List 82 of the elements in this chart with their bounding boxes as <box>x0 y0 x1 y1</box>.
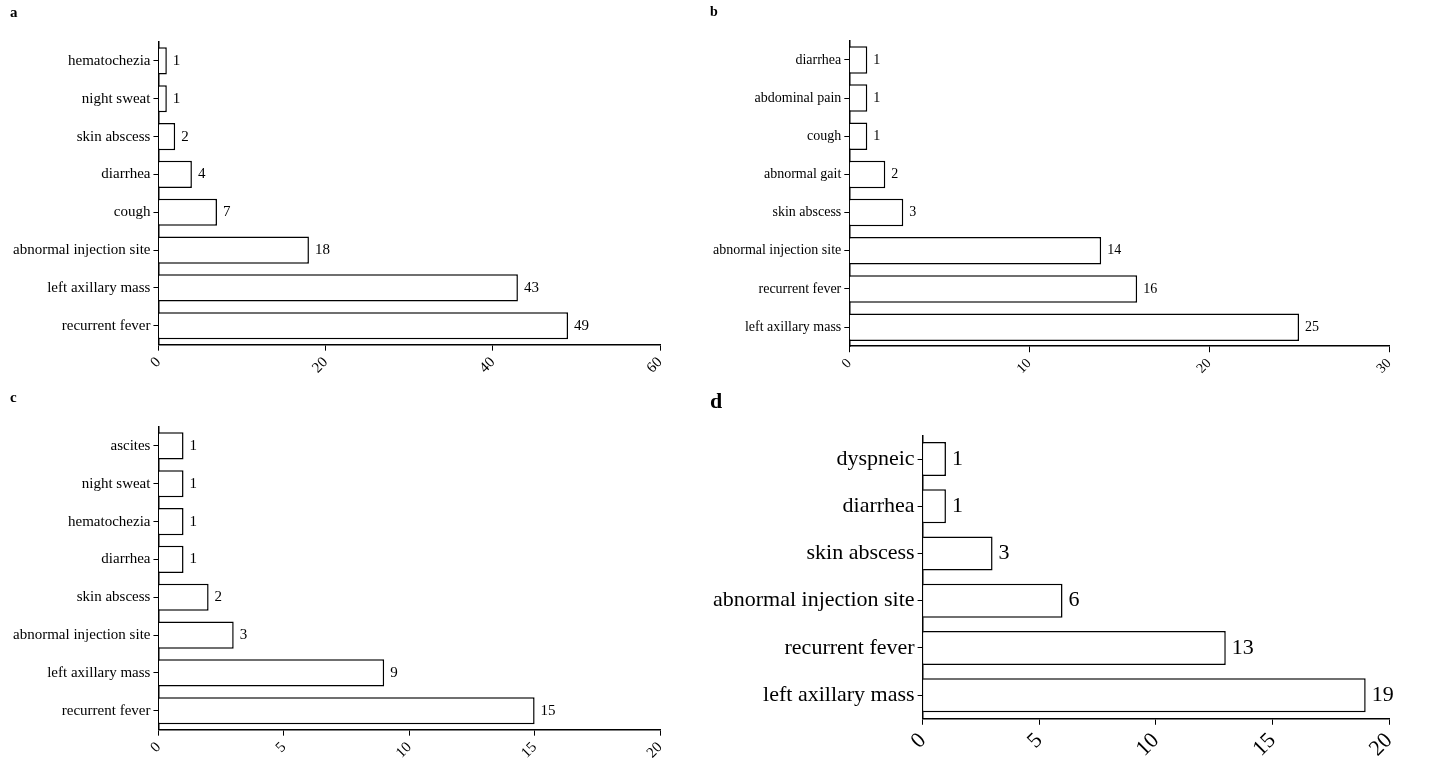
x-tick-label: 5 <box>272 738 289 756</box>
data-label: 1 <box>951 444 963 470</box>
data-label: 1 <box>873 127 881 143</box>
x-tick-label: 15 <box>517 738 540 761</box>
x-tick-label: 20 <box>642 738 665 761</box>
data-label: 14 <box>1107 242 1122 258</box>
y-tick-label: abnormal injection site <box>713 586 915 612</box>
data-label: 49 <box>574 316 590 333</box>
data-label: 2 <box>181 127 189 144</box>
data-label: 6 <box>1068 586 1080 612</box>
text: d <box>710 387 723 413</box>
x-tick-label: 60 <box>642 353 665 376</box>
data-label: 15 <box>540 701 556 718</box>
data-label: 3 <box>909 204 917 220</box>
y-tick-label: diarrhea <box>101 165 151 182</box>
y-tick-label: skin abscess <box>806 539 915 565</box>
y-tick-label: cough <box>113 203 151 220</box>
y-tick-label: diarrhea <box>795 51 843 67</box>
y-tick-label: recurrent fever <box>758 280 842 296</box>
data-label: 1 <box>189 550 198 567</box>
x-tick-label: 10 <box>1013 355 1034 376</box>
y-tick-label: hematochezia <box>68 512 151 529</box>
y-tick-label: diarrhea <box>101 550 151 567</box>
y-tick-label: hematochezia <box>68 51 151 68</box>
data-label: 18 <box>314 241 330 258</box>
y-tick-label: left axillary mass <box>744 318 842 334</box>
data-label: 1 <box>189 474 198 491</box>
y-tick-label: cough <box>807 127 842 143</box>
data-label: 3 <box>239 626 248 643</box>
x-tick-label: 10 <box>392 738 415 761</box>
data-label: 4 <box>197 165 206 182</box>
y-tick-label: ascites <box>110 436 151 453</box>
text: b <box>710 4 718 20</box>
y-tick-label: night sweat <box>81 89 152 106</box>
x-tick-label: 40 <box>475 353 498 376</box>
text: a <box>10 3 18 20</box>
data-label: 1 <box>189 512 198 529</box>
x-tick-label: 20 <box>308 353 331 376</box>
y-tick-label: abnormal injection site <box>713 242 842 258</box>
y-tick-label: night sweat <box>81 474 152 491</box>
data-label: 1 <box>189 436 198 453</box>
x-tick-label: 10 <box>1130 727 1164 761</box>
data-label: 25 <box>1305 318 1320 334</box>
data-label: 19 <box>1371 680 1394 706</box>
data-label: 1 <box>873 89 881 105</box>
y-tick-label: diarrhea <box>842 492 915 518</box>
data-label: 2 <box>891 166 899 182</box>
y-tick-label: dyspneic <box>836 444 915 470</box>
y-tick-label: left axillary mass <box>763 680 915 706</box>
data-label: 1 <box>172 51 181 68</box>
x-tick-label: 0 <box>838 355 855 371</box>
data-label: 3 <box>998 539 1010 565</box>
data-label: 43 <box>523 278 539 295</box>
data-label: 1 <box>951 492 963 518</box>
y-tick-label: recurrent fever <box>61 316 151 333</box>
data-label: 9 <box>390 663 398 680</box>
y-tick-label: abnormal gait <box>763 166 842 182</box>
x-tick-label: 0 <box>904 727 931 753</box>
x-tick-label: 20 <box>1363 727 1397 761</box>
data-label: 7 <box>222 203 231 220</box>
x-tick-label: 20 <box>1193 355 1214 376</box>
y-tick-label: recurrent fever <box>784 633 916 659</box>
y-tick-label: abdominal pain <box>754 89 842 105</box>
x-tick-label: 0 <box>146 738 164 756</box>
data-label: 16 <box>1143 280 1158 296</box>
x-tick-label: 15 <box>1246 727 1281 761</box>
y-tick-label: recurrent fever <box>61 701 151 718</box>
y-tick-label: left axillary mass <box>47 663 151 680</box>
x-tick-label: 30 <box>1373 355 1394 376</box>
y-tick-label: skin abscess <box>76 588 151 605</box>
x-tick-label: 0 <box>146 353 164 371</box>
y-tick-label: abnormal injection site <box>12 626 151 643</box>
y-tick-label: skin abscess <box>772 204 842 220</box>
data-label: 1 <box>873 51 881 67</box>
y-tick-label: skin abscess <box>76 127 151 144</box>
y-tick-label: abnormal injection site <box>12 241 151 258</box>
y-tick-label: left axillary mass <box>47 278 151 295</box>
x-tick-label: 5 <box>1021 727 1047 753</box>
data-label: 1 <box>172 89 181 106</box>
data-label: 2 <box>214 588 223 605</box>
data-label: 13 <box>1231 633 1254 659</box>
text: c <box>10 388 17 405</box>
